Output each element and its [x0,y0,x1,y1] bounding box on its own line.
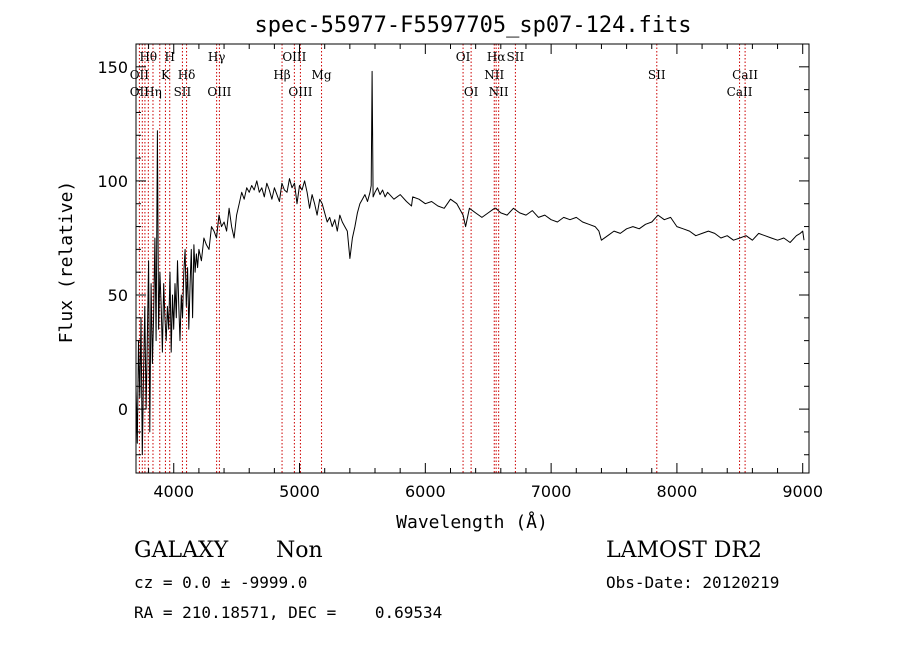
line-label: Hδ [178,68,196,82]
line-label: OII [130,85,150,99]
line-label: Hγ [208,50,226,64]
line-label: H [164,50,174,64]
y-tick-label: 100 [97,172,128,191]
line-label: Mg [312,68,332,82]
line-label: SII [648,68,666,82]
y-tick-label: 50 [108,286,128,305]
object-subclass: Non [276,538,323,563]
line-label: Hη [144,85,162,99]
line-label: SII [174,85,192,99]
x-tick-label: 7000 [531,482,572,501]
line-label: OIII [207,85,231,99]
line-markers-layer [138,44,746,473]
survey-name: LAMOST DR2 [606,538,762,563]
x-tick-label: 4000 [153,482,194,501]
line-label: OI [456,50,471,64]
spectrum-line [135,70,805,456]
observation-date: Obs-Date: 20120219 [606,573,780,592]
line-label: NII [484,68,504,82]
line-label: CaII [732,68,758,82]
spectrum-layer [135,70,805,456]
ticks-layer: 4000 5000 6000 7000 8000 9000 0 50 100 150 [97,44,823,501]
line-label: OIII [288,85,312,99]
y-axis-label: Flux (relative) [56,181,77,344]
line-label: OI [464,85,479,99]
x-axis-label: Wavelength (Å) [396,511,548,533]
y-tick-label: 0 [118,400,128,419]
x-tick-label: 8000 [657,482,698,501]
line-label: NII [489,85,509,99]
coordinates-readout: RA = 210.18571, DEC = 0.69534 [134,603,443,622]
x-tick-label: 5000 [279,482,320,501]
x-tick-label: 9000 [782,482,823,501]
x-tick-label: 6000 [405,482,446,501]
line-label: OII [130,68,150,82]
line-label: Hθ [139,50,157,64]
line-label: Hα [487,50,506,64]
line-label: K [161,68,171,82]
chart-title: spec-55977-F5597705_sp07-124.fits [254,13,691,38]
line-label: SII [507,50,525,64]
line-label: CaII [727,85,753,99]
object-class: GALAXY [134,538,229,563]
line-label: OIII [282,50,306,64]
line-label: Hβ [273,68,290,82]
redshift-readout: cz = 0.0 ± -9999.0 [134,573,308,592]
axes-frame [135,43,810,474]
y-tick-label: 150 [97,58,128,77]
